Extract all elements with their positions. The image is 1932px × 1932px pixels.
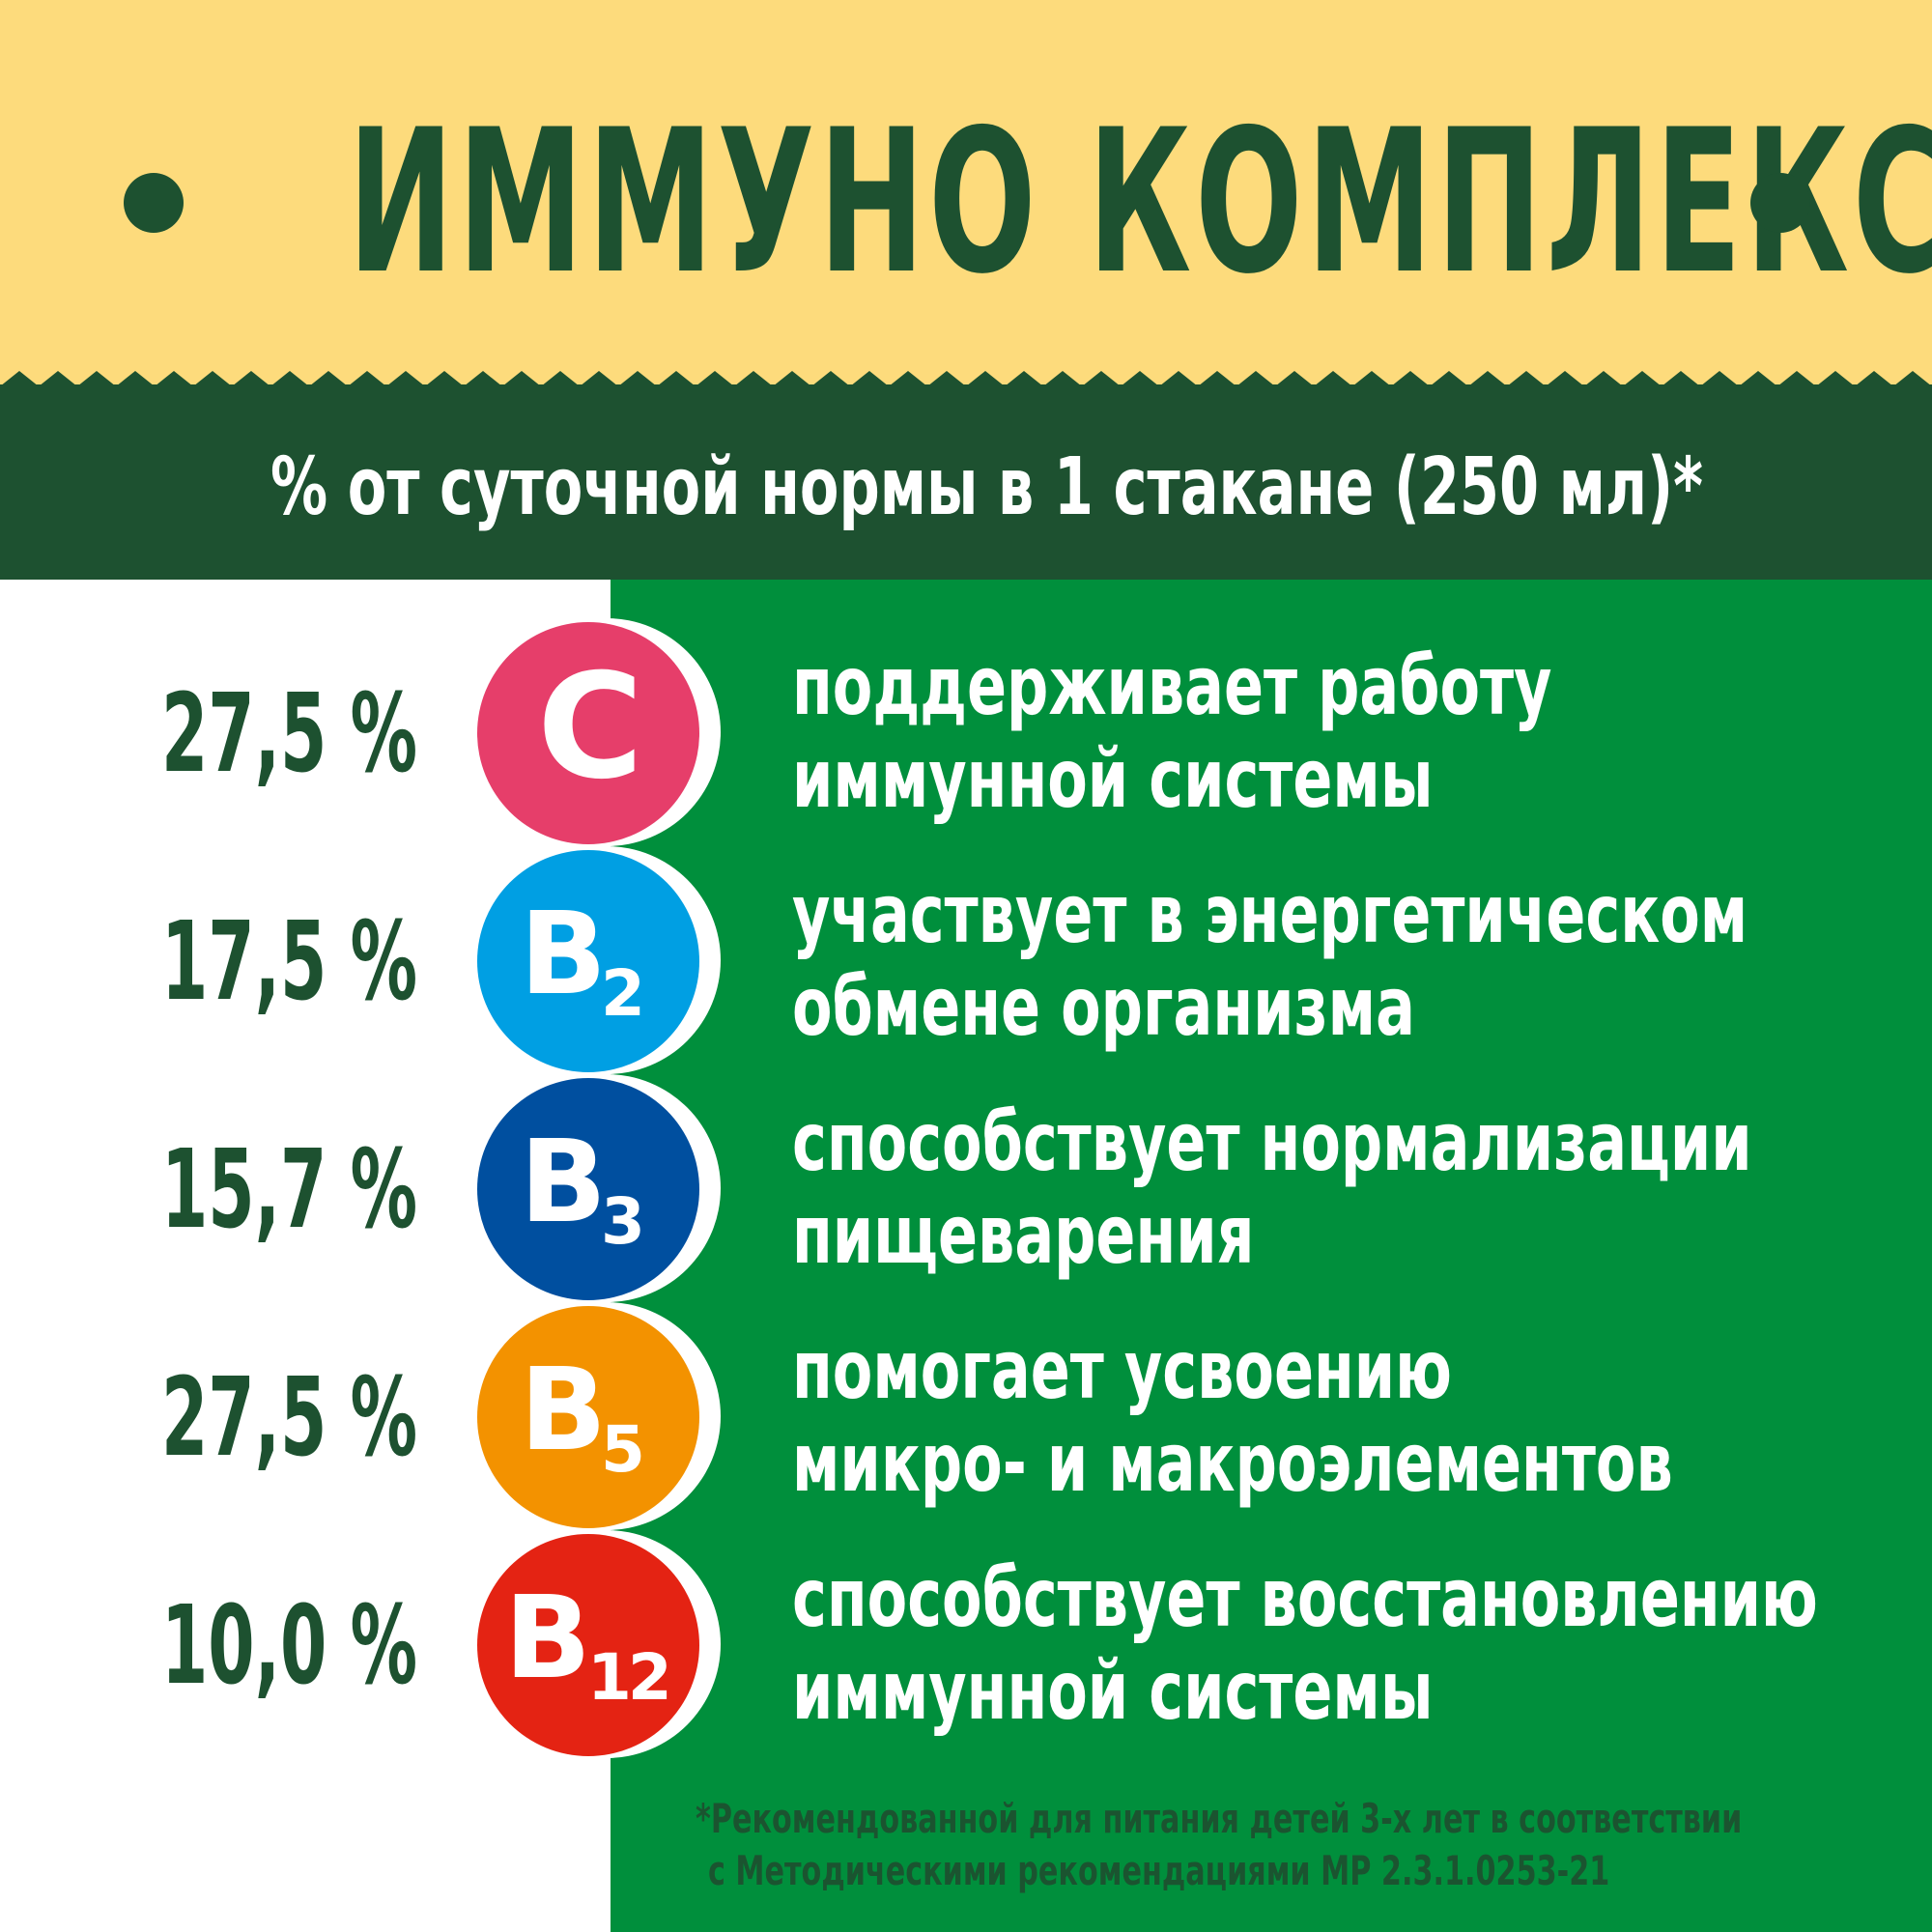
subtitle-band <box>0 384 1932 580</box>
vitamin-description-line-2: обмене организма <box>792 959 1415 1054</box>
vitamin-percent: 27,5 % <box>160 671 418 797</box>
vitamin-description-line-2: пищеварения <box>792 1187 1255 1282</box>
vitamin-description-line-1: помогает усвоению <box>792 1322 1452 1417</box>
vitamin-description: помогает усвоению микро- и макроэлементов <box>792 1322 1673 1510</box>
vitamin-description-line-1: участвует в энергетическом <box>792 867 1748 961</box>
footnote: *Рекомендованной для питания детей 3-х л… <box>696 1793 1743 1897</box>
vitamin-description: участвует в энергетическом обмене организ… <box>792 867 1748 1054</box>
vitamin-description-line-2: иммунной системы <box>792 731 1434 826</box>
vitamin-row-b2: 17,5 % B 2 участвует в энергетическом обмене… <box>0 846 1932 1078</box>
vitamin-subscript: 3 <box>601 1184 645 1259</box>
vitamin-b12-badge: B 12 <box>477 1534 699 1756</box>
vitamin-description-line-2: микро- и макроэлементов <box>792 1415 1673 1510</box>
description-column-background <box>611 580 1932 1932</box>
vitamin-description: способствует восстановлению иммунной сист… <box>792 1550 1818 1738</box>
vitamin-description-line-1: способствует нормализации <box>792 1094 1752 1189</box>
vitamin-subscript: 12 <box>587 1640 672 1715</box>
page-title: ИММУНО КОМПЛЕКС <box>348 88 1932 318</box>
vitamin-letter: C <box>537 643 644 811</box>
zigzag-divider <box>0 371 1932 415</box>
vitamin-description: способствует нормализации пищеварения <box>792 1094 1752 1282</box>
vitamin-subscript: 2 <box>601 956 645 1031</box>
page-subtitle: % от суточной нормы в 1 стакане (250 мл)… <box>270 441 1703 533</box>
vitamin-row-b12: 10,0 % B 12 способствует восстановлению имму… <box>0 1530 1932 1762</box>
title-bullet-right-icon <box>1750 173 1810 233</box>
vitamin-percent: 27,5 % <box>160 1355 418 1481</box>
footnote-line-2: с Методическими рекомендациями МР 2.3.1.… <box>707 1847 1610 1894</box>
vitamin-subscript: 5 <box>601 1412 645 1487</box>
vitamin-c-badge: C <box>477 622 699 844</box>
vitamin-description-line-1: поддерживает работу <box>792 639 1552 733</box>
vitamin-letter: B <box>520 1343 607 1476</box>
title-bullet-left-icon <box>124 173 184 233</box>
vitamin-description-line-1: способствует восстановлению <box>792 1550 1818 1645</box>
footnote-line-1: *Рекомендованной для питания детей 3-х л… <box>696 1795 1743 1842</box>
vitamin-description-line-2: иммунной системы <box>792 1643 1434 1738</box>
vitamin-percent: 15,7 % <box>160 1127 418 1253</box>
vitamin-letter: B <box>520 887 607 1020</box>
header-background <box>0 0 1932 406</box>
vitamin-row-b3: 15,7 % B 3 способствует нормализации пищевар… <box>0 1074 1932 1306</box>
vitamin-percent: 10,0 % <box>160 1583 418 1709</box>
vitamin-letter: B <box>504 1571 591 1704</box>
vitamin-percent: 17,5 % <box>160 899 418 1025</box>
vitamin-letter: B <box>520 1115 607 1248</box>
vitamin-row-b5: 27,5 % B 5 помогает усвоению микро- и макроэ… <box>0 1302 1932 1534</box>
vitamin-description: поддерживает работу иммунной системы <box>792 639 1599 825</box>
